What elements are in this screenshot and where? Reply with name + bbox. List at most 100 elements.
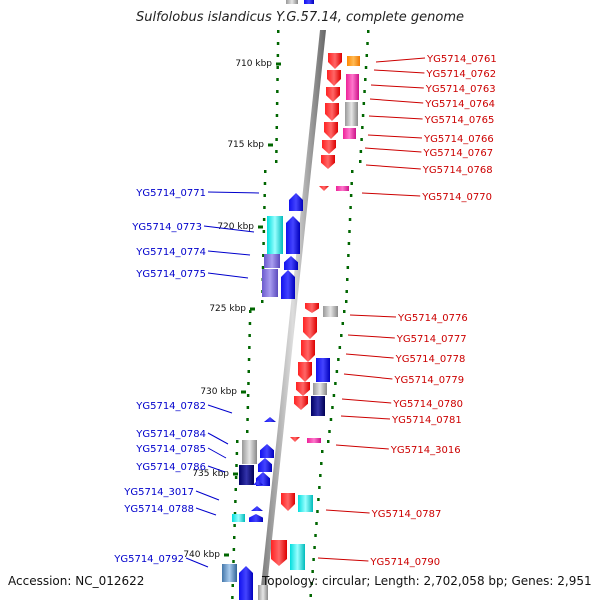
track-dot [318, 486, 321, 489]
gene-label-left: YG5714_3017 [123, 487, 194, 498]
track-dot [276, 90, 279, 93]
kbp-tick-label: 715 kbp [227, 140, 264, 150]
leader-line-left [207, 465, 226, 473]
track-dot [366, 42, 369, 45]
track-dot [346, 278, 349, 281]
gene-block [290, 544, 305, 570]
track-dot [261, 266, 265, 269]
track-dot [337, 358, 340, 361]
track-dot [345, 300, 348, 303]
leader-line-right [335, 444, 389, 450]
track-dot [313, 546, 316, 549]
leader-line-left [207, 432, 229, 445]
track-dot [247, 382, 250, 385]
leader-line-right [317, 557, 369, 562]
track-dot [359, 160, 362, 163]
track-dot [329, 418, 333, 421]
gene-arrow-reverse [321, 155, 335, 169]
gene-label-left: YG5714_0771 [135, 188, 206, 199]
leader-line-right [373, 69, 425, 74]
leader-line-right [375, 57, 426, 63]
leader-line-right [340, 415, 391, 420]
gene-small-forward [264, 417, 276, 422]
track-dot [246, 418, 249, 421]
track-dot [234, 476, 238, 479]
gene-arrow-reverse [301, 340, 315, 362]
track-dot [246, 430, 249, 433]
gene-block [346, 74, 359, 100]
track-dot [275, 114, 279, 117]
gene-arrow-reverse [305, 303, 319, 313]
track-dot [361, 114, 365, 117]
gene-arrow-reverse [328, 53, 342, 69]
gene-block [262, 269, 278, 297]
track-dot [335, 370, 339, 373]
gene-arrow-forward [289, 193, 303, 211]
gene-label-left: YG5714_0788 [123, 504, 194, 515]
gene-block [286, 0, 298, 4]
gene-block [307, 438, 321, 443]
track-dot [347, 254, 350, 257]
track-dot [362, 102, 366, 105]
gene-block [222, 564, 237, 582]
gene-block [239, 465, 254, 485]
genome-axis-line [259, 30, 326, 600]
gene-arrow-forward [249, 514, 263, 522]
kbp-tick-label: 735 kbp [192, 469, 229, 479]
track-dot [275, 102, 279, 105]
track-dot [346, 266, 350, 269]
gene-arrow-forward [284, 256, 298, 270]
track-dot [275, 138, 278, 141]
track-dot [310, 582, 313, 585]
leader-line-left [185, 557, 209, 568]
gene-label-right: YG5714_3016 [390, 445, 461, 456]
track-dot [275, 160, 278, 163]
gene-arrow-reverse [327, 70, 341, 86]
gene-label-left: YG5714_0775 [135, 269, 206, 280]
label-leader-lines [185, 57, 426, 568]
gene-label-right: YG5714_0761 [426, 54, 497, 65]
track-dot [311, 570, 314, 573]
gene-arrow-reverse [298, 362, 312, 382]
gene-arrow-reverse [271, 540, 287, 566]
dotted-tracks [231, 30, 370, 599]
track-dot [232, 548, 236, 551]
track-dot [328, 430, 331, 433]
gene-block [267, 216, 283, 254]
track-dot [340, 334, 343, 337]
track-dot [332, 394, 336, 397]
gene-label-right: YG5714_0777 [396, 334, 467, 345]
kbp-tick-mark [268, 143, 273, 147]
gene-arrow-forward [281, 270, 295, 299]
track-dot [331, 406, 334, 409]
gene-small-forward [253, 480, 263, 485]
gene-arrow-reverse [325, 103, 339, 121]
gene-label-left: YG5714_0773 [131, 222, 202, 233]
gene-block [336, 186, 349, 191]
genome-axis [259, 30, 326, 600]
kbp-tick-mark [276, 62, 281, 66]
track-dot [262, 242, 265, 245]
track-dot [276, 66, 279, 69]
gene-label-left: YG5714_0785 [135, 444, 206, 455]
track-dot [317, 498, 320, 501]
gene-arrow-reverse [281, 493, 295, 511]
gene-label-right: YG5714_0778 [395, 354, 466, 365]
leader-line-left [207, 404, 233, 414]
leader-line-left [195, 490, 220, 501]
leader-line-left [207, 191, 260, 194]
leader-line-right [347, 334, 395, 339]
track-dot [363, 90, 366, 93]
track-dot [263, 194, 266, 197]
kbp-tick-label: 720 kbp [217, 222, 254, 232]
gene-block [311, 396, 325, 416]
leader-line-right [345, 353, 394, 359]
track-dot [364, 66, 368, 69]
gene-block [304, 0, 314, 4]
gene-small-forward [251, 506, 263, 511]
accession-text: Accession: NC_012622 [8, 574, 145, 588]
gene-block [298, 495, 313, 512]
leader-line-right [341, 398, 392, 404]
